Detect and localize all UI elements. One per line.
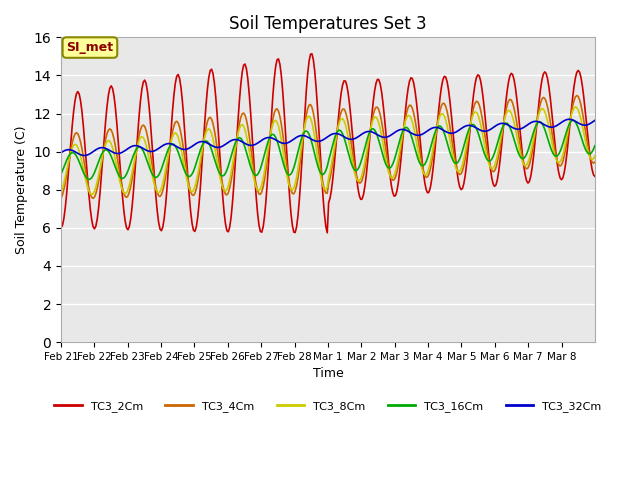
TC3_4Cm xyxy=(89,195,97,201)
TC3_16Cm xyxy=(591,143,599,148)
TC3_2Cm xyxy=(308,51,316,57)
TC3_2Cm xyxy=(520,163,527,169)
TC3_4Cm xyxy=(57,195,65,201)
TC3_4Cm xyxy=(591,159,599,165)
TC3_16Cm xyxy=(93,162,101,168)
Line: TC3_8Cm: TC3_8Cm xyxy=(61,107,595,194)
TC3_16Cm xyxy=(569,117,577,123)
TC3_2Cm xyxy=(57,225,65,231)
TC3_16Cm xyxy=(589,146,597,152)
TC3_16Cm xyxy=(57,171,65,177)
TC3_8Cm xyxy=(57,190,65,195)
TC3_2Cm xyxy=(335,115,342,121)
TC3_32Cm xyxy=(76,151,83,157)
TC3_32Cm xyxy=(57,150,65,156)
TC3_8Cm xyxy=(76,148,83,154)
TC3_32Cm xyxy=(589,119,597,124)
TC3_8Cm xyxy=(88,192,95,197)
Legend: TC3_2Cm, TC3_4Cm, TC3_8Cm, TC3_16Cm, TC3_32Cm: TC3_2Cm, TC3_4Cm, TC3_8Cm, TC3_16Cm, TC3… xyxy=(50,396,606,416)
TC3_2Cm xyxy=(92,223,100,229)
Line: TC3_2Cm: TC3_2Cm xyxy=(61,54,595,233)
TC3_8Cm xyxy=(572,104,579,110)
X-axis label: Time: Time xyxy=(312,367,343,380)
Y-axis label: Soil Temperature (C): Soil Temperature (C) xyxy=(15,125,28,254)
TC3_4Cm xyxy=(439,100,447,106)
TC3_8Cm xyxy=(93,179,101,184)
TC3_16Cm xyxy=(85,177,93,182)
Title: Soil Temperatures Set 3: Soil Temperatures Set 3 xyxy=(229,15,427,33)
TC3_2Cm xyxy=(589,172,597,178)
TC3_8Cm xyxy=(589,156,597,161)
TC3_8Cm xyxy=(333,129,341,135)
TC3_32Cm xyxy=(333,131,341,136)
Text: SI_met: SI_met xyxy=(67,41,113,54)
Line: TC3_4Cm: TC3_4Cm xyxy=(61,96,595,198)
TC3_16Cm xyxy=(518,156,526,162)
TC3_16Cm xyxy=(439,127,447,133)
TC3_4Cm xyxy=(333,130,341,136)
TC3_32Cm xyxy=(591,118,599,123)
TC3_32Cm xyxy=(81,153,88,158)
TC3_32Cm xyxy=(439,127,447,133)
TC3_8Cm xyxy=(518,158,526,164)
TC3_4Cm xyxy=(518,155,526,161)
TC3_16Cm xyxy=(333,129,341,135)
Line: TC3_32Cm: TC3_32Cm xyxy=(61,120,595,156)
TC3_32Cm xyxy=(566,117,573,122)
TC3_2Cm xyxy=(76,91,83,97)
TC3_4Cm xyxy=(93,185,101,191)
TC3_32Cm xyxy=(93,146,101,152)
TC3_2Cm xyxy=(440,73,448,79)
TC3_2Cm xyxy=(323,230,331,236)
TC3_16Cm xyxy=(76,159,83,165)
TC3_32Cm xyxy=(518,125,526,131)
TC3_8Cm xyxy=(591,153,599,159)
TC3_8Cm xyxy=(439,111,447,117)
TC3_4Cm xyxy=(589,160,597,166)
TC3_4Cm xyxy=(573,93,580,98)
TC3_4Cm xyxy=(76,134,83,140)
TC3_2Cm xyxy=(591,173,599,179)
Line: TC3_16Cm: TC3_16Cm xyxy=(61,120,595,180)
